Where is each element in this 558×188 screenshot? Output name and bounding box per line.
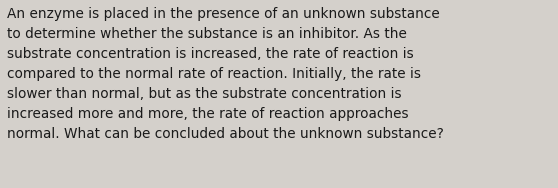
Text: An enzyme is placed in the presence of an unknown substance
to determine whether: An enzyme is placed in the presence of a… (7, 7, 444, 141)
